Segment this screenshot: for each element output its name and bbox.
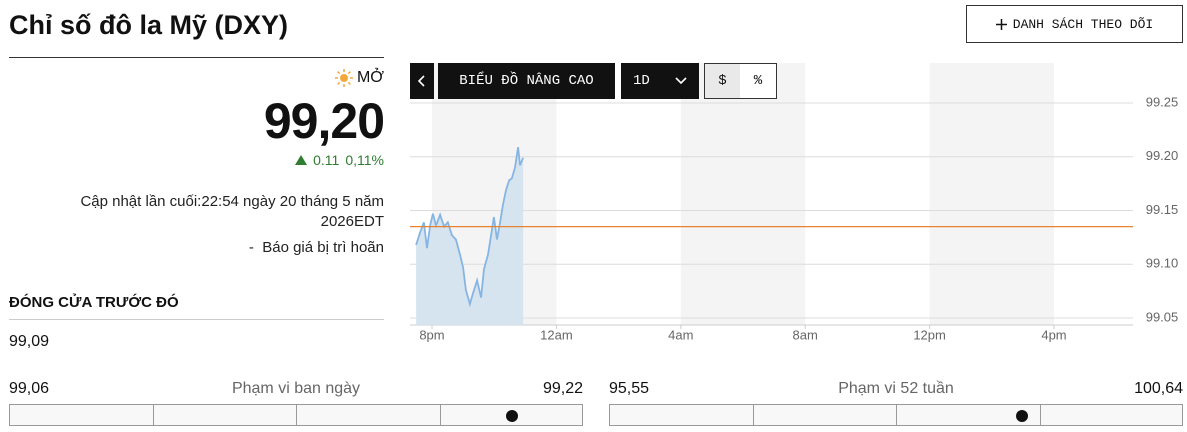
y-tick-label: 99.05 (1146, 309, 1179, 324)
interval-label: 1D (633, 73, 650, 89)
advanced-chart-button[interactable]: BIỂU ĐỒ NÂNG CAO (438, 63, 615, 99)
x-tick-label: 8pm (419, 327, 444, 342)
price: 99,20 (263, 93, 385, 149)
range-divider (1039, 405, 1041, 425)
divider (9, 319, 384, 320)
x-tick-label: 4am (668, 327, 693, 342)
market-status: MỞ (334, 69, 384, 87)
currency-toggle[interactable]: $ (704, 63, 741, 99)
percent-toggle[interactable]: % (740, 63, 777, 99)
plus-icon (995, 18, 1007, 30)
watchlist-button[interactable]: DANH SÁCH THEO DÕI (966, 5, 1183, 43)
page-title: Chỉ số đô la Mỹ (DXY) (9, 10, 289, 40)
up-arrow (295, 155, 308, 165)
back-icon (418, 75, 425, 87)
chevron (675, 77, 687, 85)
range-divider (439, 405, 441, 425)
x-tick-label: 4pm (1041, 327, 1066, 342)
time-band (929, 63, 1055, 325)
status-label: MỞ (356, 69, 384, 86)
range-divider (296, 405, 297, 425)
previous-close-label: ĐÓNG CỬA TRƯỚC ĐÓ (9, 294, 179, 311)
range-label: Phạm vi ban ngày (231, 380, 361, 397)
x-tick-label: 12am (540, 327, 573, 342)
range-high: 99,22 (542, 380, 583, 397)
watchlist-label: DANH SÁCH THEO DÕI (1012, 16, 1154, 32)
area (416, 147, 524, 325)
change-percent: 0,11% (345, 152, 384, 168)
x-tick-label: 12pm (913, 327, 946, 342)
range-low: 95,55 (609, 380, 650, 397)
time-band (680, 63, 806, 325)
y-tick-label: 99.20 (1146, 148, 1179, 163)
range-bar (609, 404, 1183, 426)
range-divider (896, 405, 897, 425)
y-tick-label: 99.15 (1146, 202, 1179, 217)
previous-close-value: 99,09 (9, 333, 50, 350)
range-marker (1015, 410, 1028, 422)
range-divider (152, 405, 154, 425)
change-value: 0.11 (313, 152, 340, 168)
range-bar (9, 404, 583, 426)
range-low: 99,06 (9, 380, 50, 397)
delay-note: - Báo giá bị trì hoãn (248, 239, 384, 256)
updated-time: Cập nhật lần cuối:22:54 ngày 20 tháng 5 … (80, 193, 384, 230)
sun-icon (334, 69, 353, 87)
range-label: Phạm vi 52 tuần (838, 380, 954, 397)
y-tick-label: 99.10 (1146, 256, 1179, 271)
range-marker (506, 410, 519, 422)
interval-select[interactable]: 1D (621, 63, 699, 99)
range-divider (752, 405, 754, 425)
price-line (415, 146, 524, 308)
range-high: 100,64 (1134, 380, 1183, 397)
divider (9, 57, 384, 58)
change: 0.11 0,11% (295, 152, 384, 168)
back-button[interactable] (410, 63, 434, 99)
x-tick-label: 8am (793, 327, 818, 342)
y-tick-label: 99.25 (1146, 94, 1179, 109)
